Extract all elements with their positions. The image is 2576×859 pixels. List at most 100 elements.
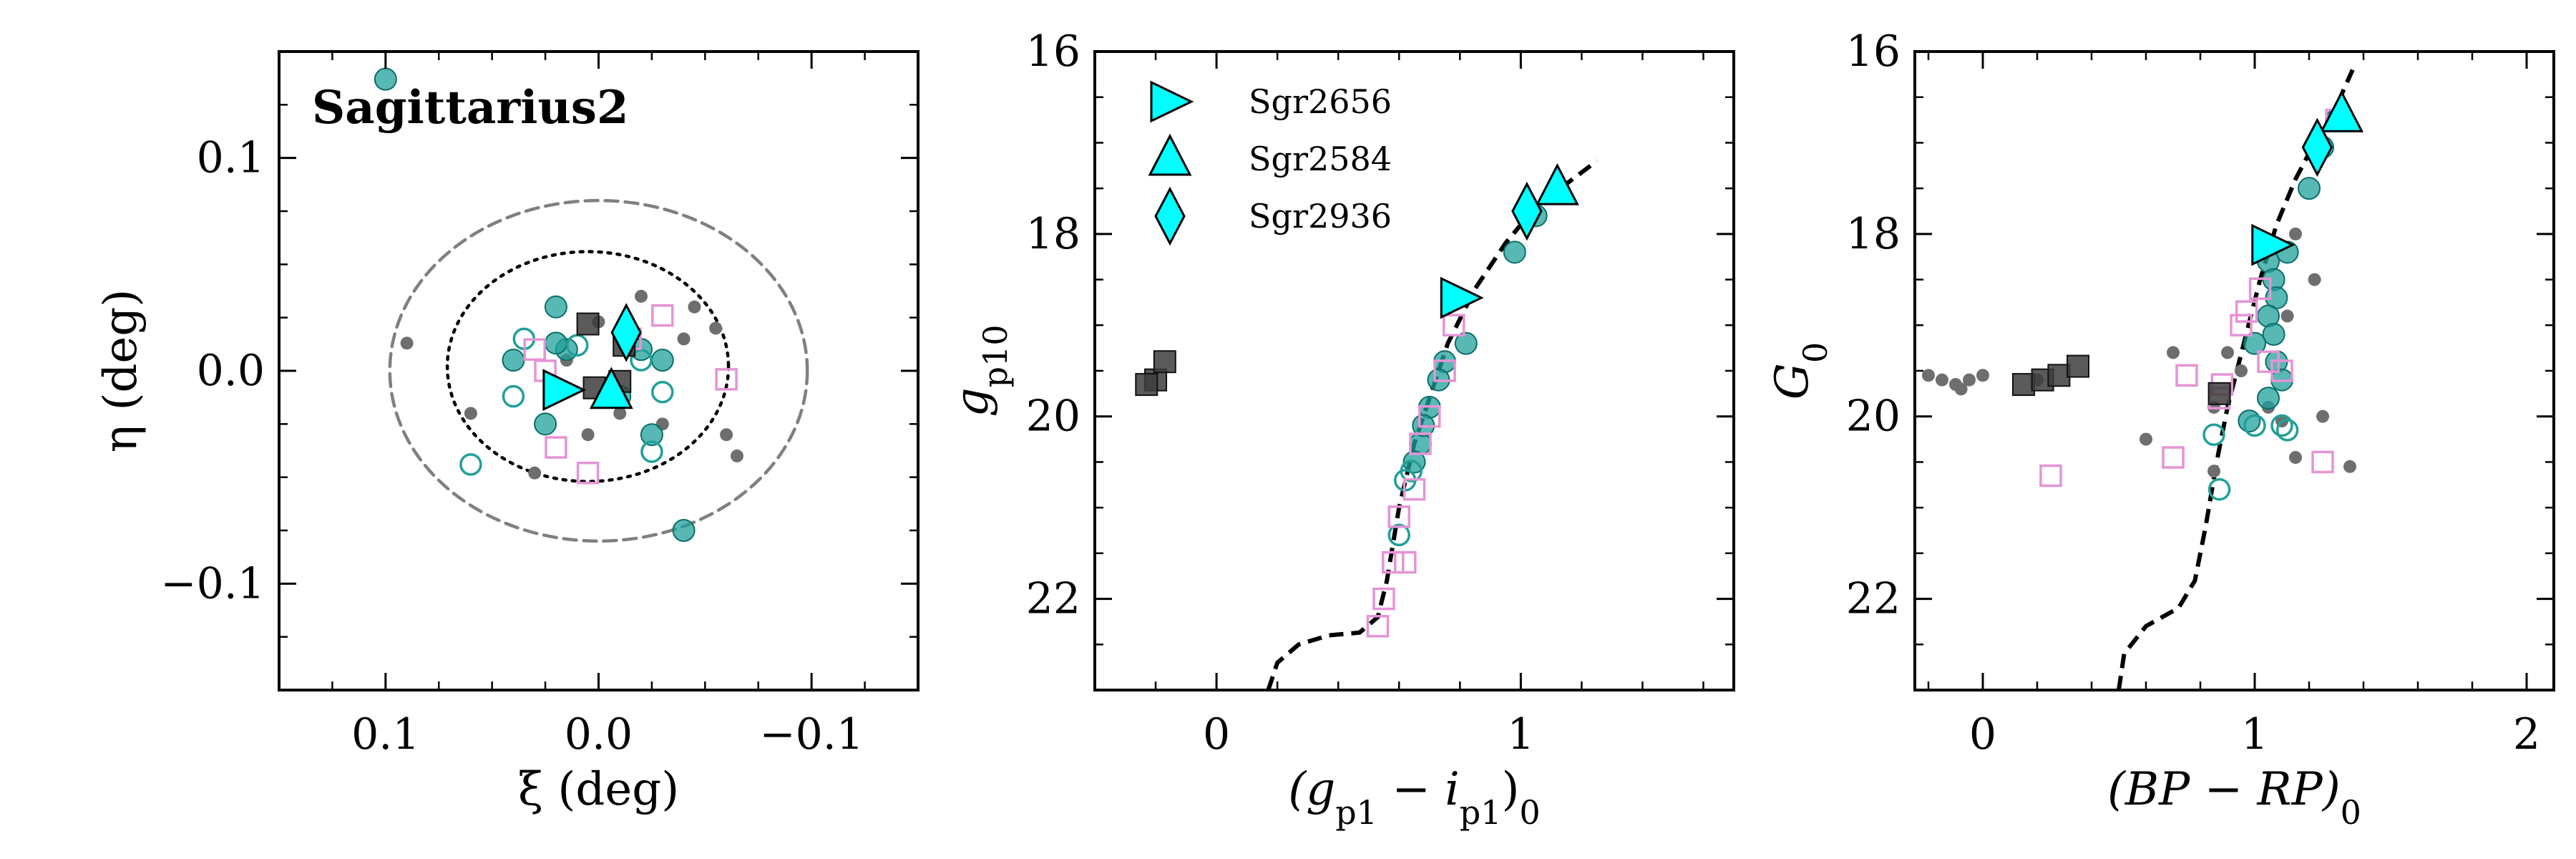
nonmember-point [1922,369,1935,382]
legend: Sgr2656 Sgr2584 Sgr2936 [1148,80,1392,246]
open-member-point [502,384,525,408]
star-Sgr2584 [589,367,633,409]
y-tick-label: 20 [1026,392,1080,442]
dark-square-point [2047,364,2071,387]
x-axis-label: (gp1 − ip1)0 [1288,763,1540,832]
panel-title: Sagittarius2 [312,81,628,135]
subscript: p1 [1460,793,1502,832]
member-point [2298,177,2321,200]
y-tick-label: 0.1 [197,133,265,183]
member-point [544,331,567,355]
y-axis-label: G0 [1766,342,1835,399]
pink-square-point [576,461,600,485]
star-Sgr2936 [1154,186,1186,246]
member-point [640,423,663,447]
pink-square-point [2235,300,2258,323]
nonmember-point [1963,373,1976,387]
member-point [2243,331,2266,355]
y-tick-label: −0.1 [160,558,265,608]
dark-square-point [2067,354,2089,378]
pink-square-point [2311,450,2334,474]
star-Sgr2656 [2251,223,2296,266]
subscript: 0 [2341,793,2361,832]
member-point [534,412,557,436]
star-Sgr2656 [1150,80,1194,123]
open-member-point [651,380,674,404]
nonmember-point [1936,373,1948,387]
nonmember-point [2207,465,2220,478]
nonmember-point [1976,369,1989,382]
subscript: 0 [1519,793,1540,832]
star-Sgr2584 [1535,162,1579,205]
legend-entry-label: Sgr2936 [1249,197,1392,236]
y-tick-label: 16 [1846,26,1901,77]
nonmember-point [635,289,648,303]
dark-square-point [1135,373,1158,397]
nonmember-point [730,449,743,462]
x-tick-label: 2 [2513,709,2540,759]
y-tick-label: 18 [1846,209,1901,259]
label-text: η (deg) [94,289,147,452]
label-text: ) [1501,763,1519,816]
nonmember-point [688,300,701,314]
nonmember-point [2316,409,2329,423]
y-tick-label: 0.0 [197,346,265,396]
x-axis-label: (BP − RP)0 [2107,763,2361,832]
y-tick-label: 16 [1026,26,1080,77]
pink-square-point [1402,477,1426,501]
y-tick-label: 22 [1026,574,1080,624]
x-axis-label: ξ (deg) [518,763,679,816]
pink-square-point [1387,505,1410,528]
member-point [1454,331,1478,355]
nonmember-point [2280,309,2294,323]
pink-square-point [2162,446,2185,469]
y-axis-label: η (deg) [94,289,147,452]
label-text: ξ (deg) [518,763,679,816]
label-text: G [1766,363,1819,399]
label-text: (g [1288,763,1335,816]
open-member-point [2202,423,2225,446]
member-point [544,295,567,319]
nonmember-point [2343,460,2356,473]
pink-square-point [1418,404,1441,428]
nonmember-point [677,332,691,346]
nonmember-point [464,407,477,420]
star-Sgr2936 [610,303,642,362]
axes-frame [1913,50,2555,691]
x-tick-label: 0.1 [351,709,419,759]
open-member-point [459,453,482,476]
nonmember-point [400,336,414,350]
nonmember-point [1954,382,1968,396]
member-point [1503,241,1526,264]
dark-square-point [2207,382,2231,405]
dark-square-point [1153,350,1176,374]
pink-square-point [2039,464,2062,487]
legend-entry-label: Sgr2656 [1249,82,1392,121]
pink-square-point [1433,359,1456,382]
open-member-point [640,440,663,463]
label-text: g [946,388,999,417]
nonmember-point [720,428,733,442]
half-light-radius-ellipse [445,250,731,483]
pink-square-point [2175,364,2198,387]
plot-area [1922,69,2356,690]
star-Sgr2936 [2301,117,2333,178]
pink-square-point [2248,277,2272,301]
axes-frame [1093,50,1735,691]
pink-square-point [1443,314,1465,337]
subscript: p10 [976,325,1015,388]
member-point [502,349,525,372]
member-point [2262,323,2285,346]
x-tick-label: 0 [1203,709,1230,759]
y-tick-label: 20 [1846,392,1901,442]
nonmember-point [528,466,542,480]
dark-square-point [576,312,600,336]
star-Sgr2584 [2320,89,2364,132]
x-tick-label: 0.0 [565,709,633,759]
nonmember-point [581,428,595,442]
subscript: p1 [1335,793,1377,832]
nonmember-point [2235,364,2248,377]
pink-square-point [2230,314,2253,337]
open-member-point [2270,414,2293,437]
